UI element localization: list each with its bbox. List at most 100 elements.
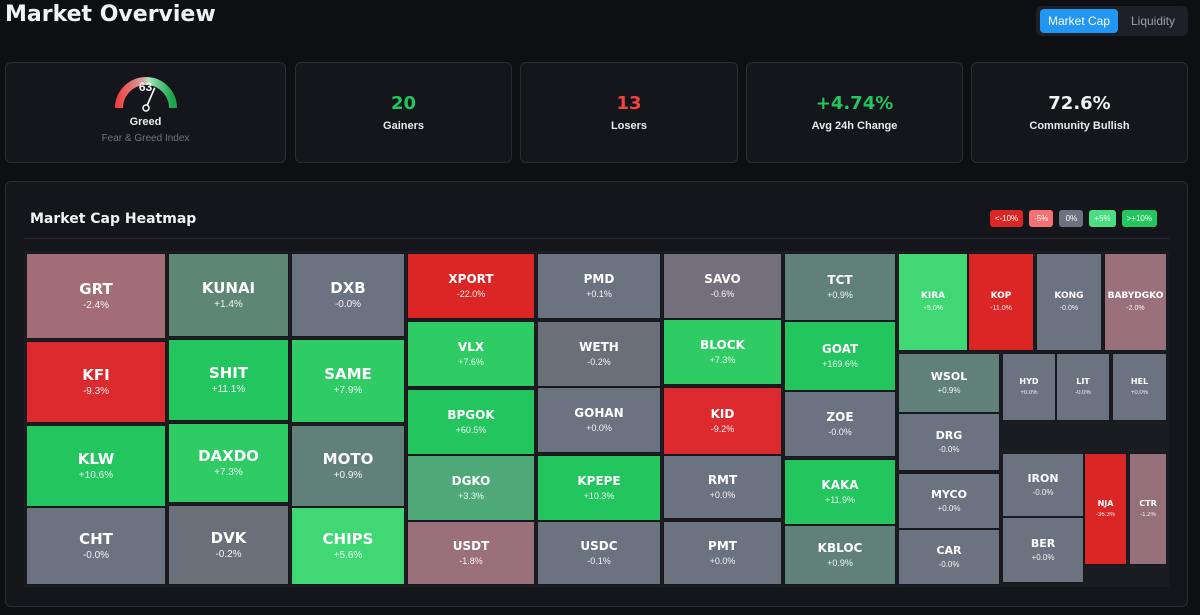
heatmap-tile-hyd[interactable]: HYD +0.0%: [1002, 353, 1056, 421]
tile-change: +10.3%: [583, 490, 615, 501]
avg-change-value: +4.74%: [815, 93, 894, 114]
heatmap-tile-usdc[interactable]: USDC -0.1%: [537, 521, 661, 585]
tile-change: +0.0%: [586, 422, 612, 433]
heatmap-tile-gohan[interactable]: GOHAN +0.0%: [537, 387, 661, 453]
tile-change: +7.6%: [458, 356, 484, 367]
heatmap-tile-lit[interactable]: LIT -0.0%: [1056, 353, 1110, 421]
tile-change: -2.4%: [82, 299, 110, 311]
heatmap-tile-kira[interactable]: KIRA +5.0%: [898, 253, 968, 351]
heatmap-tile-rmt[interactable]: RMT +0.0%: [663, 455, 782, 519]
heatmap-tile-tct[interactable]: TCT +0.9%: [784, 253, 896, 321]
tile-change: +11.1%: [211, 383, 246, 395]
tile-change: +0.0%: [937, 503, 961, 513]
tile-symbol: BPGOK: [447, 408, 495, 423]
tile-change: -22.0%: [456, 288, 486, 299]
heatmap-tile-shit[interactable]: SHIT +11.1%: [168, 339, 289, 421]
heatmap-tile-same[interactable]: SAME +7.9%: [291, 339, 405, 423]
tile-symbol: SAME: [324, 365, 372, 384]
heatmap-tile-wsol[interactable]: WSOL +0.9%: [898, 353, 1000, 413]
heatmap-tile-kpepe[interactable]: KPEPE +10.3%: [537, 455, 661, 521]
heatmap-tile-dgko[interactable]: DGKO +3.3%: [407, 455, 535, 521]
liquidity-toggle-button[interactable]: Liquidity: [1122, 9, 1184, 33]
heatmap-tile-savo[interactable]: SAVO -0.6%: [663, 253, 782, 319]
heatmap-title: Market Cap Heatmap: [30, 211, 197, 227]
heatmap-tile-kong[interactable]: KONG -0.0%: [1036, 253, 1102, 351]
tile-symbol: CAR: [936, 544, 962, 558]
gauge-icon: [114, 76, 177, 112]
heatmap-tile-kaka[interactable]: KAKA +11.9%: [784, 459, 896, 525]
tile-change: -0.0%: [1032, 487, 1054, 497]
tile-change: +0.1%: [586, 288, 612, 299]
heatmap-tile-grt[interactable]: GRT -2.4%: [26, 253, 166, 339]
heatmap-tile-usdt[interactable]: USDT -1.8%: [407, 521, 535, 585]
heatmap-tile-cht[interactable]: CHT -0.0%: [26, 507, 166, 585]
tile-change: -0.2%: [587, 356, 611, 367]
tile-change: +5.6%: [333, 549, 363, 561]
gainers-label: Gainers: [383, 120, 424, 132]
heatmap-tile-goat[interactable]: GOAT +169.6%: [784, 321, 896, 391]
heatmap-tile-babydgko[interactable]: BABYDGKO -2.0%: [1104, 253, 1167, 351]
tile-change: -2.0%: [1126, 304, 1145, 312]
heatmap-tile-iron[interactable]: IRON -0.0%: [1002, 453, 1084, 517]
tile-symbol: MOTO: [322, 450, 374, 469]
fear-greed-value: 63: [138, 79, 153, 94]
tile-symbol: KONG: [1054, 291, 1084, 302]
tile-symbol: IRON: [1027, 472, 1059, 486]
tile-change: +0.0%: [1130, 389, 1149, 396]
tile-symbol: KUNAI: [201, 279, 256, 298]
legend-item: 0%: [1059, 210, 1084, 227]
tile-change: +11.9%: [824, 494, 856, 505]
tile-symbol: KBLOC: [817, 541, 863, 556]
tile-change: +0.0%: [1020, 389, 1038, 396]
heatmap-tile-zoe[interactable]: ZOE -0.0%: [784, 391, 896, 457]
avg-change-card: +4.74% Avg 24h Change: [746, 62, 963, 163]
tile-change: -9.3%: [82, 385, 110, 397]
heatmap-tile-nja[interactable]: NJA -36.3%: [1084, 453, 1127, 565]
tile-symbol: KPEPE: [577, 474, 621, 489]
heatmap-tile-daxdo[interactable]: DAXDO +7.3%: [168, 423, 289, 503]
heatmap-tile-kfi[interactable]: KFI -9.3%: [26, 341, 166, 423]
heatmap-divider: [24, 238, 1169, 239]
tile-change: +0.0%: [709, 555, 736, 566]
heatmap-tile-vlx[interactable]: VLX +7.6%: [407, 321, 535, 387]
heatmap-tile-dxb[interactable]: DXB -0.0%: [291, 253, 405, 337]
community-bullish-label: Community Bullish: [1029, 120, 1130, 132]
heatmap-tile-kbloc[interactable]: KBLOC +0.9%: [784, 525, 896, 585]
tile-symbol: DGKO: [451, 474, 491, 489]
heatmap-tile-pmd[interactable]: PMD +0.1%: [537, 253, 661, 319]
tile-symbol: KLW: [77, 450, 115, 469]
tile-symbol: DRG: [935, 429, 963, 443]
heatmap-tile-hel[interactable]: HEL +0.0%: [1112, 353, 1167, 421]
heatmap-tile-weth[interactable]: WETH -0.2%: [537, 321, 661, 387]
heatmap-tile-xport[interactable]: XPORT -22.0%: [407, 253, 535, 319]
tile-symbol: KIRA: [920, 291, 946, 302]
heatmap-tile-kid[interactable]: KID -9.2%: [663, 387, 782, 455]
tile-symbol: KFI: [82, 366, 110, 385]
heatmap-tile-car[interactable]: CAR -0.0%: [898, 529, 1000, 585]
tile-change: -0.6%: [710, 288, 735, 299]
heatmap-tile-block[interactable]: BLOCK +7.3%: [663, 319, 782, 385]
heatmap-tile-moto[interactable]: MOTO +0.9%: [291, 425, 405, 507]
market-cap-toggle-button[interactable]: Market Cap: [1040, 9, 1118, 33]
heatmap-tile-klw[interactable]: KLW +10.6%: [26, 425, 166, 507]
tile-change: -0.0%: [82, 549, 110, 561]
heatmap-tile-kop[interactable]: KOP -11.0%: [968, 253, 1034, 351]
tile-change: +7.3%: [214, 466, 243, 478]
heatmap-tile-myco[interactable]: MYCO +0.0%: [898, 473, 1000, 529]
heatmap-legend: <-10% -5% 0% +5% >+10%: [989, 210, 1157, 227]
tile-change: -1.8%: [459, 555, 483, 566]
tile-change: +169.6%: [822, 358, 858, 369]
tile-symbol: CHT: [79, 530, 113, 549]
heatmap-tile-chips[interactable]: CHIPS +5.6%: [291, 507, 405, 585]
heatmap-tile-bpgok[interactable]: BPGOK +60.5%: [407, 389, 535, 455]
losers-value: 13: [616, 93, 642, 114]
heatmap-tile-dvk[interactable]: DVK -0.2%: [168, 505, 289, 585]
heatmap-tile-kunai[interactable]: KUNAI +1.4%: [168, 253, 289, 337]
heatmap-tile-drg[interactable]: DRG -0.0%: [898, 413, 1000, 471]
heatmap-tile-pmt[interactable]: PMT +0.0%: [663, 521, 782, 585]
losers-label: Losers: [610, 120, 648, 132]
tile-change: -11.0%: [990, 304, 1012, 312]
fear-greed-sublabel: Fear & Greed Index: [101, 132, 190, 144]
heatmap-tile-ctr[interactable]: CTR -1.2%: [1129, 453, 1167, 565]
heatmap-tile-ber[interactable]: BER +0.0%: [1002, 517, 1084, 583]
